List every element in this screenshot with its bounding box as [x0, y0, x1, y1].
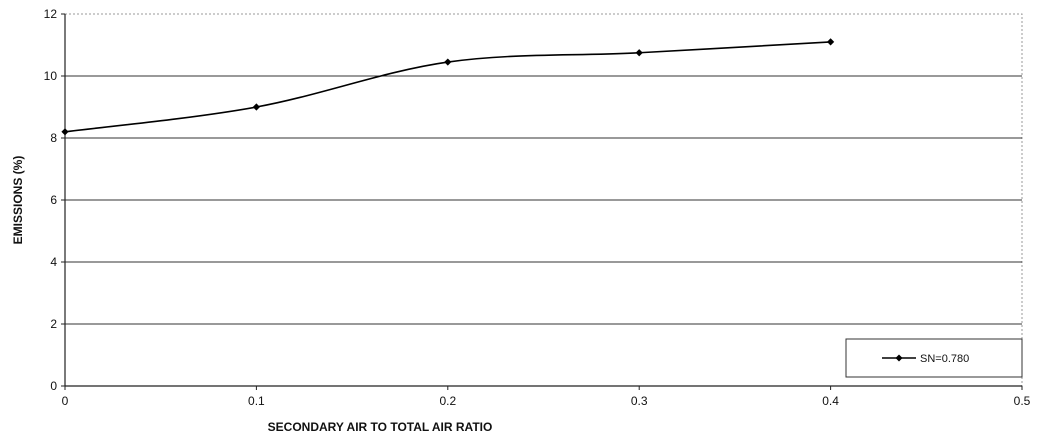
data-point [61, 128, 69, 136]
legend-label: SN=0.780 [920, 353, 969, 365]
y-tick-label: 6 [50, 193, 57, 207]
x-axis-label: SECONDARY AIR TO TOTAL AIR RATIO [268, 420, 493, 434]
y-tick-labels: 0 2 4 6 8 10 12 [44, 7, 58, 393]
x-tick-label: 0.4 [822, 394, 839, 408]
data-point [635, 49, 643, 57]
x-tick-label: 0.1 [248, 394, 265, 408]
y-tick-label: 2 [50, 317, 57, 331]
gridlines [65, 75, 1022, 325]
x-tick-label: 0 [62, 394, 69, 408]
x-tick-label: 0.2 [439, 394, 456, 408]
x-tick-label: 0.5 [1014, 394, 1031, 408]
y-tick-label: 8 [50, 131, 57, 145]
y-tick-label: 4 [50, 255, 57, 269]
axes [61, 13, 1023, 390]
y-tick-label: 10 [44, 69, 58, 83]
y-axis-label: EMISSIONS (%) [11, 156, 25, 245]
legend-box [845, 338, 1023, 378]
legend-marker [895, 354, 903, 362]
x-tick-labels: 0 0.1 0.2 0.3 0.4 0.5 [62, 394, 1031, 408]
data-point [827, 38, 835, 46]
y-tick-label: 12 [44, 7, 58, 21]
y-tick-label: 0 [50, 379, 57, 393]
data-points [61, 38, 835, 136]
data-point [252, 103, 260, 111]
legend: SN=0.780 [845, 338, 1023, 378]
x-tick-label: 0.3 [631, 394, 648, 408]
data-point [444, 58, 452, 66]
